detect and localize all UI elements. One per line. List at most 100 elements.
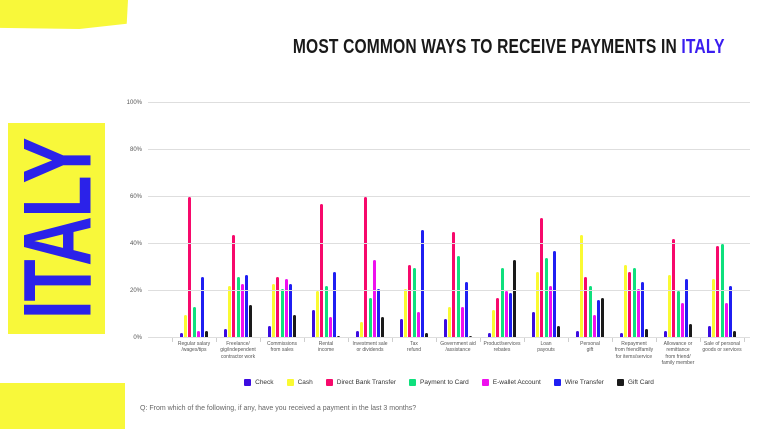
bar-payment-to-card (280, 288, 284, 338)
bar-group-7 (436, 103, 480, 338)
bar-cash (271, 283, 275, 338)
bar-direct-bank-transfer (320, 204, 324, 338)
bar-gift-card (513, 260, 517, 338)
category-label: Loan payouts (537, 341, 555, 354)
bar-e-wallet-account (548, 286, 552, 338)
bar-cash (359, 321, 363, 338)
bar-gift-card (469, 335, 473, 338)
legend-item-cash: Cash (286, 379, 313, 386)
bar-e-wallet-account (372, 260, 376, 338)
bar-payment-to-card (368, 298, 372, 338)
bar-gift-card (337, 335, 341, 338)
category-label: Regular salary /wages/tips (177, 341, 211, 354)
bar-payment-to-card (412, 267, 416, 338)
bar-direct-bank-transfer (672, 239, 676, 338)
bar-check (619, 333, 623, 338)
page-number-block: 51 (0, 383, 125, 429)
bar-gift-card (601, 298, 605, 338)
bar-group-3 (260, 103, 304, 338)
bar-gift-card (425, 333, 429, 338)
y-tick-label: 100% (126, 99, 142, 106)
x-tick (216, 338, 217, 342)
chart-title-text: MOST COMMON WAYS TO RECEIVE PAYMENTS IN (292, 36, 682, 58)
bar-cash (315, 291, 319, 338)
bar-payment-to-card (676, 291, 680, 338)
y-tick-label: 40% (129, 240, 142, 247)
bar-direct-bank-transfer (364, 197, 368, 338)
bar-e-wallet-account (416, 312, 420, 338)
bar-group-10 (568, 103, 612, 338)
bar-wire-transfer (597, 300, 601, 338)
bar-payment-to-card (544, 258, 548, 338)
bar-wire-transfer (641, 281, 645, 338)
bar-wire-transfer (553, 251, 557, 338)
bar-check (443, 319, 447, 338)
x-tick (392, 338, 393, 342)
yellow-top-band (0, 0, 128, 29)
bar-gift-card (381, 316, 385, 338)
bar-payment-to-card (456, 255, 460, 338)
bar-direct-bank-transfer (540, 218, 544, 338)
legend-swatch (409, 379, 416, 386)
bar-wire-transfer (333, 272, 337, 338)
bar-check (267, 326, 271, 338)
bar-check (355, 330, 359, 338)
legend-label: Wire Transfer (564, 379, 604, 386)
legend-label: Direct Bank Transfer (336, 379, 396, 386)
bar-group-4 (304, 103, 348, 338)
legend-swatch (325, 379, 333, 386)
category-label: Commissions from sales (266, 341, 297, 354)
category-label: Product/services rebates (483, 341, 521, 354)
bar-wire-transfer (421, 229, 425, 338)
legend-swatch (616, 379, 624, 386)
bar-e-wallet-account (504, 291, 508, 338)
bar-e-wallet-account (680, 302, 684, 338)
legend-item-gift-card: Gift Card (616, 379, 654, 386)
bar-check (531, 312, 535, 338)
category-label: Sale of personal goods or services (702, 341, 742, 354)
bar-e-wallet-account (284, 279, 288, 338)
bar-direct-bank-transfer (452, 232, 456, 338)
bar-check (311, 309, 315, 338)
bar-e-wallet-account (240, 283, 244, 338)
bar-group-9 (524, 103, 568, 338)
bar-cash (183, 314, 187, 338)
category-label: Government aid /assistance (440, 341, 476, 354)
bar-check (399, 319, 403, 338)
bar-wire-transfer (729, 286, 733, 338)
bar-wire-transfer (509, 293, 513, 338)
legend-item-wire-transfer: Wire Transfer (553, 379, 604, 386)
gridline-100% (148, 102, 750, 103)
bar-group-5 (348, 103, 392, 338)
bar-group-13 (700, 103, 744, 338)
gridline-80% (148, 149, 750, 150)
category-label: Tax refund (406, 341, 422, 354)
legend-swatch (244, 379, 252, 386)
bar-wire-transfer (245, 274, 249, 338)
y-tick-label: 80% (129, 146, 142, 153)
bar-gift-card (689, 323, 693, 338)
bar-gift-card (733, 330, 737, 338)
bar-cash (491, 309, 495, 338)
chart-title: MOST COMMON WAYS TO RECEIVE PAYMENTS IN … (232, 36, 732, 59)
bar-direct-bank-transfer (628, 272, 632, 338)
bar-group-11 (612, 103, 656, 338)
bar-e-wallet-account (592, 314, 596, 338)
legend-swatch (481, 379, 489, 386)
bar-wire-transfer (465, 281, 469, 338)
legend-label: Cash (297, 379, 313, 386)
legend-item-check: Check (244, 379, 274, 386)
chart-title-country: ITALY (681, 36, 725, 58)
x-tick (172, 338, 173, 342)
bar-e-wallet-account (328, 316, 332, 338)
category-label: Personal gift (580, 341, 600, 354)
bar-group-8 (480, 103, 524, 338)
bar-cash (579, 234, 583, 338)
bar-cash (535, 272, 539, 338)
bar-e-wallet-account (636, 288, 640, 338)
legend-item-e-wallet-account: E-wallet Account (481, 379, 541, 386)
bar-gift-card (645, 328, 649, 338)
gridline-20% (148, 290, 750, 291)
bar-wire-transfer (685, 279, 689, 338)
